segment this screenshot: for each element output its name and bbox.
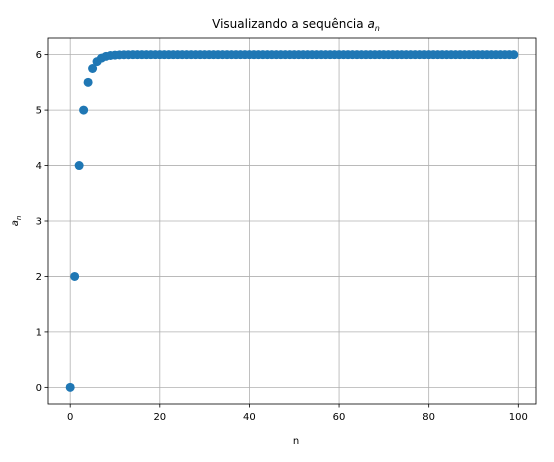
- data-point: [74, 161, 84, 171]
- x-axis-ticks: 0 20 40 60 80 100: [67, 404, 528, 423]
- x-tick-label: 60: [333, 412, 346, 423]
- y-axis-label-subscript: n: [15, 216, 23, 220]
- y-axis-label: an: [10, 216, 23, 227]
- y-tick-label: 2: [36, 272, 42, 283]
- x-tick-label: 40: [243, 412, 256, 423]
- chart-title: Visualizando a sequência an: [212, 17, 380, 33]
- x-tick-label: 80: [422, 412, 435, 423]
- data-point: [70, 271, 80, 281]
- data-point: [509, 50, 519, 60]
- chart-title-text: Visualizando a sequência: [212, 17, 367, 31]
- data-point: [79, 105, 89, 115]
- x-tick-label: 20: [153, 412, 166, 423]
- x-tick-label: 0: [67, 412, 73, 423]
- y-tick-label: 6: [36, 50, 42, 61]
- y-tick-label: 5: [36, 106, 42, 117]
- chart-title-subscript: n: [375, 24, 380, 33]
- chart-title-symbol: a: [367, 17, 374, 31]
- y-tick-label: 3: [36, 217, 42, 228]
- data-points: [65, 50, 519, 392]
- x-axis-label: n: [293, 436, 299, 447]
- data-point: [83, 77, 93, 87]
- data-point: [65, 382, 75, 392]
- y-axis-label-symbol: a: [10, 220, 21, 226]
- data-point: [88, 64, 98, 73]
- y-tick-label: 4: [36, 161, 42, 172]
- y-tick-label: 1: [36, 327, 42, 338]
- y-axis-ticks: 0 1 2 3 4 5 6: [36, 50, 48, 394]
- x-tick-label: 100: [509, 412, 528, 423]
- y-tick-label: 0: [36, 383, 42, 394]
